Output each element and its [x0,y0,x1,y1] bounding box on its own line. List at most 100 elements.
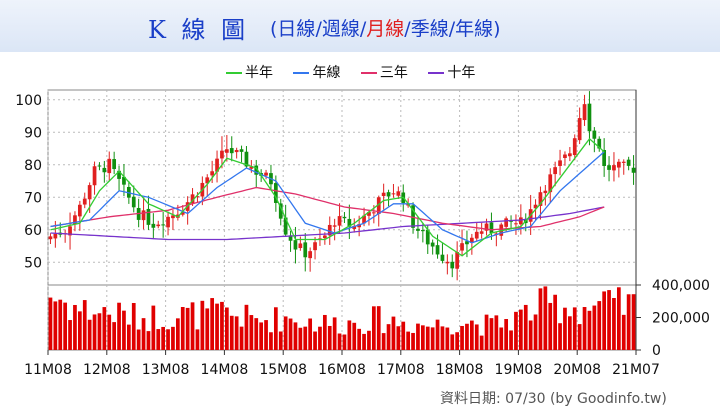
volume-bar [435,319,440,350]
candle-body [386,192,391,197]
volume-bar [322,314,327,350]
volume-bar [278,331,283,350]
candle-body [602,150,607,166]
volume-bar [577,324,582,350]
candle-body [97,165,102,167]
candle-body [626,159,631,166]
period-option-day[interactable]: 日線 [277,18,316,40]
candle-body [239,149,244,152]
volume-bar [352,322,357,350]
candle-body [381,192,386,197]
legend-label: 年線 [312,65,341,81]
volume-bar [558,323,562,350]
time-tick-label: 14M08 [201,362,249,378]
time-tick-label: 16M08 [318,362,366,378]
volume-bar [607,290,611,350]
volume-bar [587,310,592,350]
volume-bar [185,307,190,350]
candle-body [411,205,415,228]
volume-bar [509,330,513,350]
volume-bar [244,304,249,350]
volume-bar [288,318,293,350]
volume-bar [376,306,381,350]
separator: / [404,18,411,40]
period-option-year[interactable]: 年線 [455,18,494,40]
candle-body [347,218,352,227]
volume-bar [82,300,87,350]
candle-body [465,241,469,245]
period-option-month[interactable]: 月線 [366,18,405,40]
candle-body [391,193,396,195]
volume-bar [391,316,396,350]
candle-body [205,177,210,184]
legend-item-year: 年線 [293,62,340,82]
price-tick-label: 80 [24,158,42,174]
candle-body [567,153,572,157]
volume-bar [533,314,538,350]
volume-bar [308,318,313,350]
volume-bar [161,326,166,350]
time-tick-label: 13M08 [142,362,190,378]
price-tick-label: 90 [24,125,42,141]
candle-body [254,165,259,175]
volume-bar [474,324,479,350]
candle-body [612,165,616,171]
volume-bar [53,301,58,350]
price-tick-label: 50 [24,255,42,271]
volume-bar [416,323,420,350]
volume-bar [264,320,268,350]
candle-body [215,158,219,172]
volume-bar [151,305,156,350]
candle-body [293,240,298,250]
legend-swatch [360,72,377,74]
volume-bar [528,320,533,350]
legend-label: 十年 [447,65,476,81]
candle-body [220,150,224,159]
candle-body [563,154,567,158]
candle-body [416,228,420,231]
volume-bar [425,326,430,350]
volume-bar [592,305,597,350]
candle-body [337,216,342,226]
candle-body [543,190,548,194]
time-tick-label: 21M07 [612,362,660,378]
volume-bar [63,302,68,350]
volume-bar [92,314,97,350]
candle-body [504,218,509,227]
volume-bar [175,318,180,350]
candle-body [406,204,411,206]
candle-body [597,138,602,149]
candle-body [332,225,337,227]
volume-bar [220,301,224,350]
candle-body [288,235,293,241]
volume-bar [254,318,259,350]
volume-bar [259,322,264,350]
volume-bar [126,324,131,350]
candle-body [249,166,254,169]
candle-body [92,166,97,186]
candle-body [77,204,82,217]
candle-body [278,203,283,219]
volume-bar [386,324,391,350]
candle-body [455,252,460,269]
volume-bar [460,325,464,350]
period-option-season[interactable]: 季線 [410,18,449,40]
period-option-week[interactable]: 週線 [321,18,360,40]
volume-bar [514,311,518,350]
candle-body [479,231,484,234]
volume-bar [112,322,117,350]
volume-bar [371,306,376,350]
candle-body [582,104,587,121]
volume-bar [77,311,82,350]
candle-body [425,229,430,245]
candle-body [376,197,381,214]
legend-swatch [428,72,445,74]
title-bar: K 線 圖 (日線/週線/月線/季線/年線) [0,0,720,52]
volume-bar [337,333,342,350]
volume-bar [229,315,234,350]
legend-item-ten-year: 十年 [428,62,475,82]
candle-body [234,150,239,153]
candle-body [435,245,440,255]
ma-ten-year-line [50,206,605,241]
volume-bar [631,294,636,350]
